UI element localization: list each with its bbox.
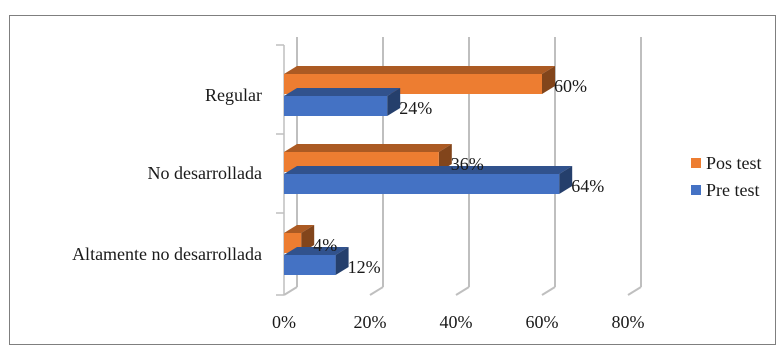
legend-label: Pre test bbox=[706, 180, 760, 200]
bar-pre-test bbox=[284, 255, 336, 275]
gridline-floor bbox=[541, 286, 556, 296]
bar-side-face bbox=[559, 166, 573, 194]
bar-pre-test bbox=[284, 96, 388, 116]
data-label: 4% bbox=[313, 235, 337, 255]
x-tick-label: 80% bbox=[612, 312, 645, 332]
data-labels: 60% 24% 36% 64% 4% 12% bbox=[313, 76, 604, 277]
bar-side-face bbox=[335, 247, 349, 275]
gridline-floor bbox=[455, 286, 470, 296]
data-label: 12% bbox=[348, 257, 381, 277]
category-label: Regular bbox=[205, 85, 262, 105]
legend-swatch bbox=[691, 185, 701, 195]
gridline-floor bbox=[283, 286, 298, 296]
bar-top-face bbox=[284, 247, 349, 255]
data-label: 60% bbox=[554, 76, 587, 96]
x-tick-labels: 0% 20% 40% 60% 80% bbox=[272, 312, 645, 332]
data-label: 36% bbox=[451, 154, 484, 174]
x-tick-label: 0% bbox=[272, 312, 296, 332]
bar-side-face bbox=[542, 66, 555, 94]
legend-label: Pos test bbox=[706, 153, 762, 173]
category-axis bbox=[276, 44, 285, 296]
legend: Pos test Pre test bbox=[691, 153, 762, 200]
gridline-floor bbox=[369, 286, 384, 296]
legend-swatch bbox=[691, 158, 701, 168]
bar-side-face bbox=[387, 88, 401, 116]
x-tick-label: 20% bbox=[354, 312, 387, 332]
x-tick-label: 60% bbox=[526, 312, 559, 332]
category-label: Altamente no desarrollada bbox=[72, 244, 262, 264]
data-label: 24% bbox=[399, 98, 432, 118]
gridline-floor bbox=[627, 286, 642, 296]
bar-side-face bbox=[438, 144, 452, 172]
bars bbox=[284, 66, 573, 275]
bar-top-face bbox=[284, 144, 452, 152]
category-labels: Regular No desarrollada Altamente no desar… bbox=[72, 85, 262, 264]
bar-pre-test bbox=[284, 174, 560, 194]
bar-top-face bbox=[284, 88, 401, 96]
data-label: 64% bbox=[571, 176, 604, 196]
category-label: No desarrollada bbox=[148, 163, 262, 183]
bar-top-face bbox=[284, 166, 573, 174]
bar-top-face bbox=[284, 66, 555, 74]
x-tick-label: 40% bbox=[440, 312, 473, 332]
bar-side-face bbox=[301, 225, 315, 253]
bar-top-face bbox=[284, 225, 315, 233]
